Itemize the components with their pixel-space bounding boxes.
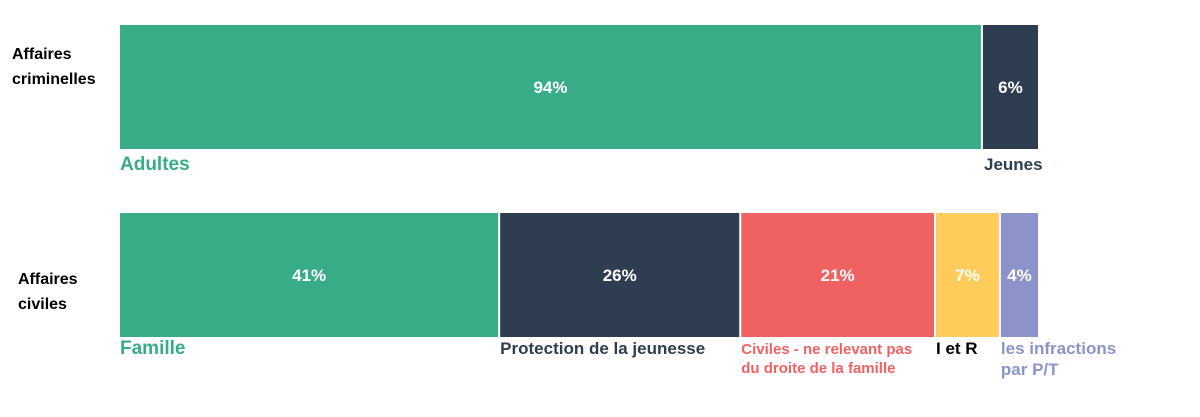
category-label: Jeunes xyxy=(984,155,1043,174)
category-label: les infractions xyxy=(1001,339,1116,358)
data-label: 26% xyxy=(603,266,637,285)
bar-segment xyxy=(120,25,981,149)
bar-segment xyxy=(1000,213,1038,337)
row-label: civiles xyxy=(18,296,67,313)
bar-segment xyxy=(120,213,499,337)
row-label: Affaires xyxy=(12,46,72,63)
category-label: Adultes xyxy=(120,154,190,175)
bar-segment xyxy=(500,213,740,337)
data-label: 6% xyxy=(998,78,1023,97)
data-label: 4% xyxy=(1007,266,1032,285)
bar-segment xyxy=(741,213,934,337)
data-label: 21% xyxy=(821,266,855,285)
category-label: Protection de la jeunesse xyxy=(500,339,705,358)
category-label: par P/T xyxy=(1001,360,1059,379)
data-label: 7% xyxy=(955,266,980,285)
bar-segment xyxy=(982,25,1038,149)
category-label: du droite de la famille xyxy=(741,360,895,377)
data-label: 41% xyxy=(292,266,326,285)
category-label: Civiles - ne relevant pas xyxy=(741,341,912,358)
row-label: criminelles xyxy=(12,71,96,88)
bar-segment xyxy=(936,213,999,337)
data-label: 94% xyxy=(533,78,567,97)
category-label: I et R xyxy=(936,339,978,358)
category-label: Famille xyxy=(120,338,185,359)
row-label: Affaires xyxy=(18,271,78,288)
